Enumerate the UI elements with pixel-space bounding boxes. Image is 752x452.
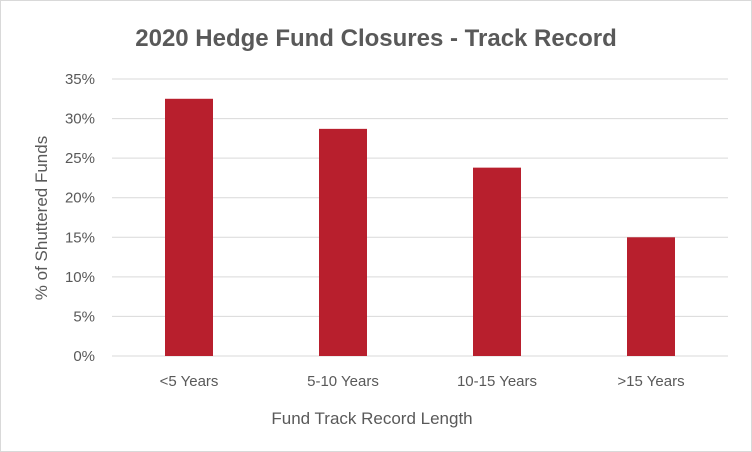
bar: [319, 128, 367, 356]
y-tick-label: 35%: [65, 71, 95, 88]
y-tick-label: 5%: [73, 308, 95, 325]
x-tick-label: 5-10 Years: [307, 373, 379, 390]
gridlines: [112, 78, 728, 357]
y-tick-label: 20%: [65, 190, 95, 207]
y-axis-ticks: 0% 5% 10% 15% 20% 25% 30% 35%: [65, 71, 95, 365]
y-tick-label: 15%: [65, 229, 95, 246]
bars: [165, 98, 675, 357]
x-tick-label: 10-15 Years: [457, 373, 537, 390]
bar: [473, 167, 521, 356]
x-tick-label: <5 Years: [160, 373, 219, 390]
y-tick-label: 0%: [73, 348, 95, 365]
x-axis-title: Fund Track Record Length: [271, 409, 472, 428]
y-tick-label: 25%: [65, 150, 95, 167]
x-tick-label: >15 Years: [617, 373, 684, 390]
y-tick-label: 10%: [65, 269, 95, 286]
y-tick-label: 30%: [65, 111, 95, 128]
chart-title: 2020 Hedge Fund Closures - Track Record: [135, 25, 617, 52]
bar: [165, 98, 213, 357]
y-axis-title: % of Shuttered Funds: [32, 136, 51, 300]
bar: [627, 237, 675, 356]
x-axis-ticks: <5 Years 5-10 Years 10-15 Years >15 Years: [160, 373, 685, 390]
